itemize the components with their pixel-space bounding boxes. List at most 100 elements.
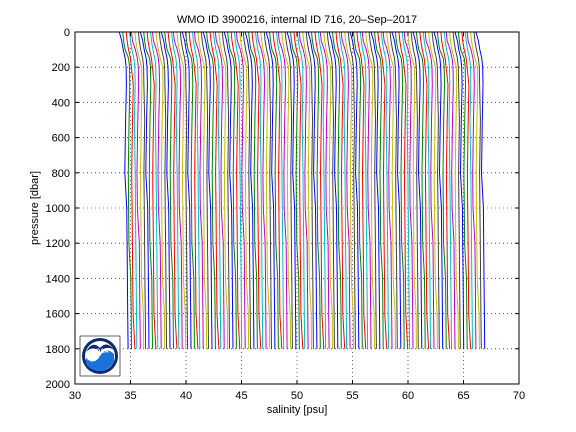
- salinity-profile-line: [410, 31, 419, 349]
- salinity-profile-line: [234, 31, 243, 349]
- salinity-profile-line: [340, 31, 351, 349]
- salinity-profile-line: [179, 31, 189, 349]
- salinity-profile-line: [380, 31, 390, 349]
- salinity-profile-line: [424, 31, 435, 349]
- salinity-profile-line: [415, 31, 426, 349]
- y-tick-label: 800: [52, 168, 70, 180]
- salinity-profile-line: [338, 31, 348, 349]
- salinity-profile-line: [401, 31, 411, 349]
- salinity-profile-line: [328, 31, 339, 349]
- salinity-profile-line: [230, 31, 241, 349]
- salinity-profile-line: [403, 31, 414, 349]
- noaa-logo-text: NOAA: [91, 349, 109, 355]
- salinity-profile-line: [281, 31, 292, 349]
- salinity-profile-line: [139, 31, 150, 349]
- noaa-logo: NOAA: [79, 335, 121, 377]
- salinity-profile-line: [461, 31, 472, 349]
- salinity-profile-line: [158, 31, 168, 349]
- salinity-profile-line: [200, 31, 209, 349]
- x-tick-label: 60: [402, 390, 414, 402]
- salinity-profile-line: [263, 31, 272, 349]
- salinity-profile-line: [188, 31, 199, 349]
- salinity-profile-line: [323, 31, 333, 349]
- salinity-profile-line: [307, 31, 318, 349]
- salinity-profile-line: [181, 31, 192, 349]
- salinity-profile-line: [150, 31, 159, 349]
- salinity-profile-line: [298, 31, 309, 349]
- chart-title: WMO ID 3900216, internal ID 716, 20–Sep–…: [177, 14, 417, 26]
- salinity-profile-line: [440, 31, 451, 349]
- y-tick-label: 1400: [46, 273, 70, 285]
- salinity-profile-line: [192, 31, 201, 349]
- salinity-profile-line: [386, 31, 396, 349]
- salinity-profile-line: [256, 31, 267, 349]
- salinity-profile-line: [260, 31, 271, 349]
- salinity-profile-line: [431, 31, 440, 349]
- salinity-profile-line: [286, 31, 297, 349]
- salinity-profile-line: [206, 31, 216, 349]
- salinity-profile-line: [265, 31, 276, 349]
- salinity-profile-line: [473, 31, 482, 349]
- y-axis-label: pressure [dbar]: [29, 171, 41, 245]
- axis-ticks: 30 35 40 45 50 55 60 65 70 0 200 400 600 800 1000 1200 1…: [46, 27, 526, 402]
- salinity-profile-line: [134, 31, 145, 349]
- salinity-profile-line: [125, 31, 136, 349]
- salinity-profile-line: [311, 31, 321, 349]
- y-tick-label: 2000: [46, 379, 70, 391]
- x-tick-label: 40: [180, 390, 192, 402]
- salinity-profile-line: [317, 31, 327, 349]
- salinity-profile-line: [176, 31, 187, 349]
- salinity-profile-line: [197, 31, 208, 349]
- salinity-profile-line: [227, 31, 237, 349]
- salinity-profile-line: [296, 31, 306, 349]
- salinity-profile-line: [164, 31, 174, 349]
- salinity-profile-line: [422, 31, 431, 349]
- y-tick-label: 1200: [46, 238, 70, 250]
- noaa-logo-wave-icon: [86, 350, 114, 371]
- salinity-profile-line: [152, 31, 162, 349]
- salinity-profile-line: [314, 31, 325, 349]
- salinity-profile-line: [475, 31, 486, 349]
- x-tick-label: 30: [69, 390, 81, 402]
- salinity-profile-line: [293, 31, 304, 349]
- salinity-profile-line: [122, 31, 132, 349]
- salinity-profile-line: [428, 31, 438, 349]
- salinity-profile-line: [412, 31, 423, 349]
- salinity-profile-line: [171, 31, 180, 349]
- salinity-profile-line: [255, 31, 264, 349]
- y-tick-label: 0: [64, 27, 70, 39]
- salinity-profile-line: [251, 31, 262, 349]
- salinity-profile-line: [155, 31, 166, 349]
- salinity-profiles: [118, 31, 486, 349]
- salinity-profile-line: [344, 31, 354, 349]
- salinity-profile-line: [213, 31, 222, 349]
- salinity-profile-line: [347, 31, 356, 349]
- salinity-profile-line: [160, 31, 171, 349]
- salinity-profile-line: [284, 31, 293, 349]
- salinity-profile-line: [167, 31, 178, 349]
- salinity-profile-line: [221, 31, 230, 349]
- salinity-profile-line: [398, 31, 409, 349]
- salinity-profile-line: [445, 31, 456, 349]
- x-tick-label: 50: [291, 390, 303, 402]
- salinity-profile-line: [209, 31, 220, 349]
- salinity-profile-line: [407, 31, 417, 349]
- salinity-profile-line: [185, 31, 195, 349]
- salinity-profile-line: [244, 31, 255, 349]
- y-tick-label: 1600: [46, 309, 70, 321]
- salinity-profile-line: [137, 31, 147, 349]
- salinity-profile-line: [361, 31, 372, 349]
- salinity-profile-line: [223, 31, 234, 349]
- salinity-profile-line: [443, 31, 452, 349]
- salinity-profile-line: [452, 31, 461, 349]
- salinity-profile-line: [419, 31, 430, 349]
- y-tick-label: 400: [52, 97, 70, 109]
- salinity-profile-line: [146, 31, 157, 349]
- y-tick-label: 1800: [46, 344, 70, 356]
- salinity-profile-line: [248, 31, 258, 349]
- salinity-profile-line: [218, 31, 229, 349]
- salinity-profile-line: [290, 31, 300, 349]
- salinity-profile-line: [368, 31, 377, 349]
- salinity-profile-line: [131, 31, 141, 349]
